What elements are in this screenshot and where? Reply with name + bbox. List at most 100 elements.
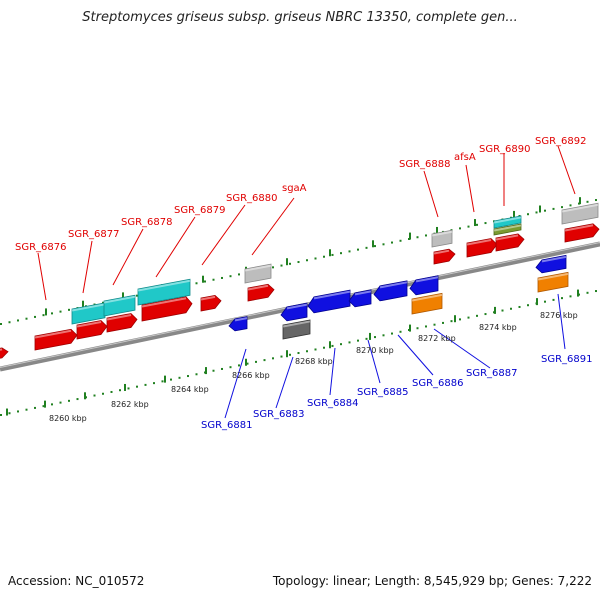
track-dot [357, 248, 359, 251]
gene-label-afsA: afsA [454, 152, 476, 163]
track-dot [459, 318, 461, 321]
leader-line [367, 339, 381, 384]
axis-tick-label: 8262 kbp [111, 400, 149, 409]
gene-arrow [103, 294, 136, 317]
track-dot [51, 312, 53, 315]
gene-arrow [431, 229, 453, 248]
leader-line [423, 170, 439, 218]
track-dot [119, 389, 121, 392]
track-dot [484, 222, 487, 225]
gene-highlight [466, 239, 492, 246]
gene-labels: SGR_6876SGR_6877SGR_6878SGR_6879SGR_6880… [15, 136, 593, 431]
track-dot [544, 209, 546, 212]
track-dot [323, 346, 325, 349]
track-dot [518, 305, 521, 308]
track-dot [8, 321, 11, 324]
map-title: Streptomyces griseus subsp. griseus NBRC… [82, 10, 518, 25]
track-dot [0, 414, 2, 416]
track-dot [450, 320, 453, 323]
gene-highlight [137, 279, 191, 292]
gene-highlight [493, 224, 522, 232]
track-dot [297, 352, 300, 355]
track-dot [25, 408, 28, 411]
gene-highlight [415, 276, 439, 283]
accession-text: Accession: NC_010572 [8, 574, 145, 588]
track-dot [68, 308, 70, 311]
axis-tick-labels: 8260 kbp 8262 kbp 8264 kbp 8266 kbp 8268 kbp… [49, 311, 578, 423]
topology-summary: Topology: linear; Length: 8,545,929 bp; … [272, 574, 592, 588]
leader-line [433, 328, 491, 369]
track-dot [510, 307, 512, 310]
track-dot [459, 227, 461, 230]
track-dot [68, 399, 70, 402]
gene-arrow [564, 223, 600, 243]
gene-label-SGR_6877: SGR_6877 [68, 229, 120, 240]
track-dot [331, 253, 334, 256]
track-dot [136, 294, 138, 297]
gene-highlight [433, 249, 450, 255]
gene-label-SGR_6879: SGR_6879 [174, 205, 226, 216]
track-dot [297, 261, 300, 264]
track-dot [221, 276, 223, 279]
axis-tick-label: 8274 kbp [479, 323, 517, 332]
leader-line [557, 293, 566, 350]
leader-line [155, 216, 196, 278]
leader-line [397, 334, 434, 376]
track-dot [569, 295, 572, 298]
track-dot [42, 405, 45, 408]
track-dot [17, 410, 19, 413]
track-dot [51, 403, 53, 406]
leader-line [275, 356, 294, 409]
track-dot [280, 264, 283, 267]
gene-highlight [282, 320, 311, 328]
gene-highlight [561, 203, 599, 213]
track-dot [416, 327, 419, 330]
gene-label-SGR_6892: SGR_6892 [535, 136, 587, 147]
track-dot [561, 206, 563, 209]
track-dot [195, 373, 198, 376]
track-dot [348, 250, 351, 253]
track-dot [340, 252, 342, 255]
track-dot [25, 317, 28, 320]
track-dot [314, 348, 317, 351]
gene-highlight [537, 272, 569, 281]
gene-arrow [71, 302, 106, 325]
axis-tick-label: 8268 kbp [295, 357, 333, 366]
gene-highlight [244, 264, 272, 272]
gene-highlight [379, 281, 408, 289]
track-dot [170, 378, 172, 381]
track-dot [365, 246, 368, 249]
gene-arrow [137, 278, 191, 306]
gene-arrow [373, 280, 408, 302]
leader-line [465, 164, 475, 213]
track-dot [595, 290, 597, 293]
track-dot [110, 390, 113, 393]
track-dot [229, 275, 232, 278]
track-dot [76, 398, 79, 401]
axis-tick-label: 8260 kbp [49, 414, 87, 423]
leader-line [557, 145, 576, 195]
track-dot [391, 332, 393, 335]
gene-label-SGR_6883: SGR_6883 [253, 409, 305, 420]
gene-arrow [307, 289, 351, 314]
gene-arrow [561, 202, 599, 225]
gene-highlight [495, 234, 519, 241]
gene-arrow [493, 223, 522, 236]
track-dot [161, 380, 164, 383]
track-dot [357, 339, 359, 342]
track-dot [586, 200, 589, 203]
track-dot [102, 301, 104, 304]
leader-line [224, 348, 247, 419]
track-dot [229, 366, 232, 369]
track-dot [399, 239, 402, 242]
gene-label-SGR_6885: SGR_6885 [357, 387, 409, 398]
track-dot [272, 266, 274, 269]
gene-highlight [76, 321, 102, 328]
track-dot [484, 313, 487, 316]
gene-arrow [106, 313, 138, 333]
track-dot [42, 314, 45, 317]
track-dot [382, 243, 385, 246]
gene-highlight [247, 284, 269, 291]
track-dot [59, 401, 62, 404]
gene-highlight [200, 295, 216, 301]
